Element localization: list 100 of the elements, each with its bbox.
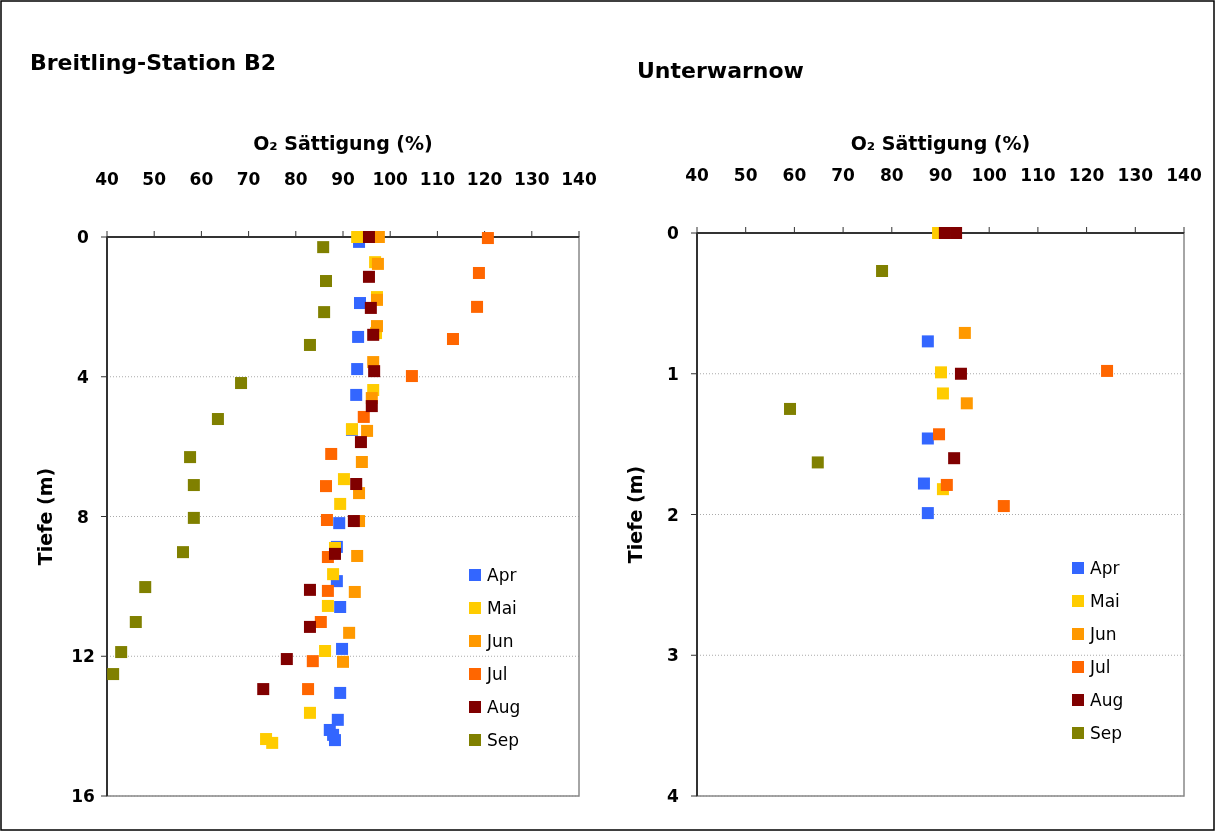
point xyxy=(784,402,797,415)
y-tick-label: 0 xyxy=(77,227,90,247)
point xyxy=(405,370,418,383)
y-tick-label: 8 xyxy=(77,506,89,527)
legend-label: Mai xyxy=(1090,591,1120,611)
point xyxy=(351,549,364,562)
point xyxy=(321,599,334,612)
point xyxy=(211,413,224,426)
x-tick-label: 60 xyxy=(189,169,214,189)
point xyxy=(303,338,316,351)
y-tick-label: 4 xyxy=(667,786,680,806)
x-tick-label: 110 xyxy=(1020,165,1056,185)
x-tick-label: 50 xyxy=(733,165,758,185)
y-tick-label: 2 xyxy=(667,504,679,525)
x-tick-label: 140 xyxy=(1166,165,1202,185)
point xyxy=(472,266,485,279)
legend-label: Sep xyxy=(487,730,520,750)
point xyxy=(351,231,364,243)
point xyxy=(337,655,349,668)
point xyxy=(280,653,293,666)
x-tick-label: 40 xyxy=(95,169,119,189)
point xyxy=(921,335,934,348)
point xyxy=(1101,364,1114,377)
x-tick-label: 130 xyxy=(514,169,550,189)
y-tick-label: 4 xyxy=(77,366,90,387)
point xyxy=(314,616,327,629)
point xyxy=(481,232,494,245)
point xyxy=(235,377,248,390)
x-tick-label: 50 xyxy=(142,169,167,189)
point xyxy=(352,330,365,343)
point xyxy=(334,497,347,510)
point xyxy=(257,683,270,696)
x-tick-label: 90 xyxy=(928,165,953,185)
point xyxy=(355,456,368,468)
x-tick-label: 120 xyxy=(1068,165,1105,185)
point xyxy=(954,367,967,380)
x-tick-label: 90 xyxy=(331,169,355,189)
point xyxy=(334,686,347,699)
point xyxy=(876,265,889,277)
chart-title: Breitling-Station B2 xyxy=(30,50,276,75)
x-tick-label: 80 xyxy=(283,169,308,189)
point xyxy=(333,517,346,530)
x-tick-label: 70 xyxy=(831,165,856,185)
point xyxy=(320,480,333,493)
point xyxy=(811,456,824,469)
point xyxy=(353,297,366,310)
point xyxy=(139,581,152,594)
y-tick-label: 12 xyxy=(71,646,95,667)
y-axis-title: Tiefe (m) xyxy=(34,467,56,566)
point xyxy=(354,436,367,449)
legend-label: Sep xyxy=(1090,723,1123,743)
point xyxy=(950,227,963,239)
point xyxy=(336,642,349,655)
point xyxy=(266,736,279,749)
point xyxy=(948,452,961,465)
point xyxy=(184,451,197,464)
point xyxy=(938,227,951,239)
point xyxy=(187,511,200,524)
point xyxy=(940,478,953,491)
point xyxy=(320,275,333,288)
legend-label: Mai xyxy=(487,598,517,618)
point xyxy=(343,626,356,639)
point xyxy=(321,584,334,597)
x-tick-label: 100 xyxy=(372,169,409,189)
point xyxy=(997,500,1010,513)
x-tick-label: 130 xyxy=(1117,165,1154,185)
y-axis-title: Tiefe (m) xyxy=(624,465,646,564)
legend-label: Jun xyxy=(1089,624,1117,644)
legend-label: Jun xyxy=(486,631,514,651)
point xyxy=(365,400,378,413)
point xyxy=(933,428,946,441)
x-tick-label: 70 xyxy=(236,169,261,189)
legend-label: Jul xyxy=(1089,657,1111,677)
point xyxy=(115,646,128,659)
legend-label: Jul xyxy=(486,664,508,684)
chart-title: Unterwarnow xyxy=(637,58,804,83)
point xyxy=(348,585,361,598)
x-tick-label: 40 xyxy=(685,165,709,185)
point xyxy=(317,241,330,254)
point xyxy=(351,363,364,376)
y-tick-label: 3 xyxy=(667,645,679,666)
point xyxy=(364,301,377,314)
point xyxy=(921,432,934,445)
point xyxy=(350,388,363,401)
point xyxy=(327,568,340,581)
point xyxy=(917,477,930,490)
point xyxy=(320,513,333,526)
point xyxy=(176,546,189,559)
legend-label: Aug xyxy=(487,697,521,717)
point xyxy=(303,620,316,633)
x-axis-title: O₂ Sättigung (%) xyxy=(253,132,433,154)
point xyxy=(362,270,375,283)
point xyxy=(357,410,370,423)
point xyxy=(350,478,363,491)
point xyxy=(318,306,331,319)
x-tick-label: 120 xyxy=(466,169,503,189)
point xyxy=(303,583,316,596)
point xyxy=(302,683,315,696)
x-axis-title: O₂ Sättigung (%) xyxy=(850,132,1031,154)
point xyxy=(362,231,375,243)
